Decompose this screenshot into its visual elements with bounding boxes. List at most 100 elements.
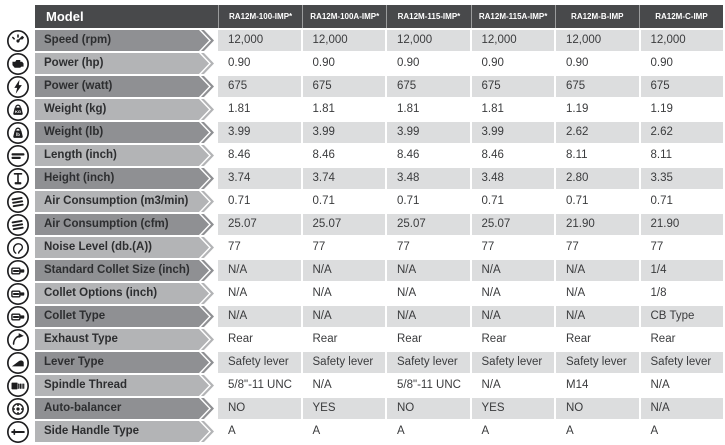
- spec-cell: 675: [300, 76, 385, 97]
- spec-cell: 3.35: [638, 168, 723, 189]
- spec-cell: 2.62: [554, 122, 639, 143]
- spec-cell: Safety lever: [554, 352, 639, 373]
- spec-cell: 25.07: [385, 214, 470, 235]
- spec-cell: 0.90: [638, 53, 723, 74]
- spec-row: lb Weight (lb) 3.99 3.99 3.99 3.99 2.62 2.62: [0, 121, 723, 144]
- collet-icon: [0, 282, 35, 305]
- spec-cell: 12,000: [469, 30, 554, 51]
- spec-cell: 12,000: [300, 30, 385, 51]
- model-header-cell: RA12M-100-IMP*: [218, 5, 303, 28]
- row-label-banner: Lever Type: [35, 352, 218, 373]
- row-values: 0.90 0.90 0.90 0.90 0.90 0.90: [218, 53, 723, 74]
- row-label-banner: Power (watt): [35, 76, 218, 97]
- row-label-banner: Length (inch): [35, 145, 218, 166]
- spec-cell: 0.71: [385, 191, 470, 212]
- row-label-banner: Spindle Thread: [35, 375, 218, 396]
- spec-cell: M14: [554, 375, 639, 396]
- spec-cell: 1.81: [218, 99, 301, 120]
- spec-cell: 0.90: [469, 53, 554, 74]
- spec-cell: N/A: [385, 283, 470, 304]
- model-header-cell: RA12M-115-IMP*: [386, 5, 471, 28]
- spec-cell: CB Type: [638, 306, 723, 327]
- auto-balancer-icon: [0, 397, 35, 420]
- spindle-thread-icon: [0, 374, 35, 397]
- row-label-banner: Air Consumption (m3/min): [35, 191, 218, 212]
- spec-cell: 8.11: [638, 145, 723, 166]
- spec-row: Auto-balancer NO YES NO YES NO N/A: [0, 397, 723, 420]
- row-label-banner: Weight (lb): [35, 122, 218, 143]
- row-label: Air Consumption (cfm): [35, 214, 209, 235]
- row-label: Standard Collet Size (inch): [35, 260, 209, 281]
- spec-cell: Safety lever: [218, 352, 301, 373]
- spec-cell: N/A: [638, 375, 723, 396]
- spec-cell: N/A: [300, 260, 385, 281]
- row-values: N/A N/A N/A N/A N/A CB Type: [218, 306, 723, 327]
- spec-cell: YES: [469, 398, 554, 419]
- spec-row: Air Consumption (m3/min) 0.71 0.71 0.71 0.71…: [0, 190, 723, 213]
- spec-cell: 1.81: [469, 99, 554, 120]
- spec-cell: 2.80: [554, 168, 639, 189]
- spec-cell: 675: [385, 76, 470, 97]
- spec-cell: Safety lever: [385, 352, 470, 373]
- spec-cell: 21.90: [638, 214, 723, 235]
- collet-icon: [0, 305, 35, 328]
- spec-rows: Speed (rpm) 12,000 12,000 12,000 12,000 12,00…: [0, 29, 723, 443]
- spec-cell: 12,000: [218, 30, 301, 51]
- row-label: Power (hp): [35, 53, 209, 74]
- spec-cell: 3.99: [218, 122, 301, 143]
- model-header-cell: RA12M-B-IMP: [554, 5, 639, 28]
- row-label: Noise Level (db.(A)): [35, 237, 209, 258]
- row-values: 0.71 0.71 0.71 0.71 0.71 0.71: [218, 191, 723, 212]
- spec-cell: N/A: [300, 306, 385, 327]
- row-label: Lever Type: [35, 352, 209, 373]
- spec-cell: Rear: [385, 329, 470, 350]
- spec-cell: 77: [638, 237, 723, 258]
- spec-cell: A: [638, 421, 723, 442]
- spec-cell: 675: [469, 76, 554, 97]
- row-label-banner: Power (hp): [35, 53, 218, 74]
- row-label: Weight (kg): [35, 99, 209, 120]
- spec-cell: 1/8: [638, 283, 723, 304]
- spec-cell: 3.48: [385, 168, 470, 189]
- spec-row: Lever Type Safety lever Safety lever Safety…: [0, 351, 723, 374]
- spec-row: Collet Type N/A N/A N/A N/A N/A CB Type: [0, 305, 723, 328]
- spec-cell: 675: [218, 76, 301, 97]
- spec-cell: N/A: [218, 306, 301, 327]
- row-label: Exhaust Type: [35, 329, 209, 350]
- row-label-banner: Speed (rpm): [35, 30, 218, 51]
- spec-cell: Rear: [638, 329, 723, 350]
- spec-cell: N/A: [218, 283, 301, 304]
- spec-cell: 25.07: [469, 214, 554, 235]
- spec-row: Spindle Thread 5/8"-11 UNC N/A 5/8"-11 UNC N…: [0, 374, 723, 397]
- length-icon: [0, 144, 35, 167]
- spec-cell: N/A: [469, 306, 554, 327]
- speedometer-icon: [0, 29, 35, 52]
- spec-cell: 3.99: [385, 122, 470, 143]
- spec-cell: A: [385, 421, 470, 442]
- row-label-banner: Weight (kg): [35, 99, 218, 120]
- row-label: Length (inch): [35, 145, 209, 166]
- spec-cell: 0.90: [300, 53, 385, 74]
- row-label-banner: Noise Level (db.(A)): [35, 237, 218, 258]
- spec-cell: 1.19: [554, 99, 639, 120]
- spec-cell: 12,000: [638, 30, 723, 51]
- spec-cell: 3.74: [300, 168, 385, 189]
- spec-cell: A: [218, 421, 301, 442]
- spec-cell: Rear: [300, 329, 385, 350]
- model-name-columns: RA12M-100-IMP* RA12M-100A-IMP* RA12M-115-I…: [218, 5, 724, 28]
- spec-cell: Rear: [218, 329, 301, 350]
- row-values: NO YES NO YES NO N/A: [218, 398, 723, 419]
- spec-cell: N/A: [300, 283, 385, 304]
- spec-cell: 3.99: [300, 122, 385, 143]
- air-flow-icon: [0, 213, 35, 236]
- row-values: 3.74 3.74 3.48 3.48 2.80 3.35: [218, 168, 723, 189]
- spec-cell: 77: [300, 237, 385, 258]
- spec-cell: N/A: [469, 260, 554, 281]
- svg-text:KG: KG: [14, 109, 20, 114]
- spec-cell: 8.46: [218, 145, 301, 166]
- row-values: 5/8"-11 UNC N/A 5/8"-11 UNC N/A M14 N/A: [218, 375, 723, 396]
- spec-cell: Rear: [469, 329, 554, 350]
- spec-cell: N/A: [554, 306, 639, 327]
- spec-cell: 0.71: [638, 191, 723, 212]
- spec-row: Noise Level (db.(A)) 77 77 77 77 77 77: [0, 236, 723, 259]
